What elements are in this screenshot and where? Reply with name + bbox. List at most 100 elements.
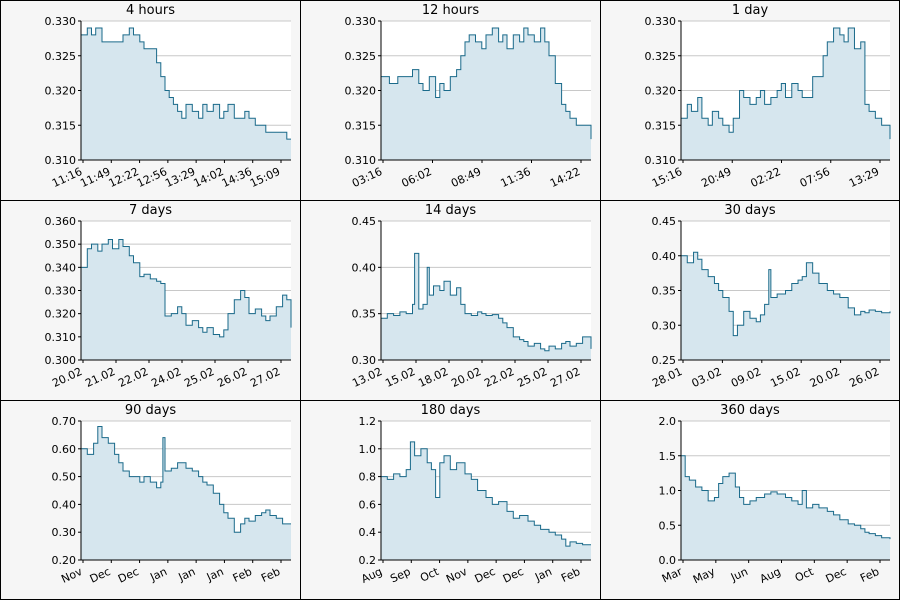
x-tick-label: Dec <box>473 565 498 586</box>
x-tick-label: 15:16 <box>650 165 684 190</box>
y-tick-label: 0.320 <box>645 85 677 98</box>
chart-panel: 360 days 2.0 1.5 1.0 0.5 0.0 Mar May Jun Aug Oct De… <box>600 400 900 600</box>
series-line <box>81 426 291 533</box>
chart-panel: 180 days 1.2 1.0 0.8 0.6 0.4 0.2 Aug Sep Oct Nov De… <box>300 400 601 600</box>
series-line <box>81 27 291 140</box>
chart-svg: 0.45 0.40 0.35 0.3013.0215.0218.0220.0222.0… <box>350 215 592 390</box>
x-tick-label: 06:02 <box>400 165 434 190</box>
y-tick-label: 0.50 <box>52 471 77 484</box>
x-tick-label: 22.02 <box>482 365 516 390</box>
x-tick-label: Aug <box>359 565 384 586</box>
series-line <box>81 239 292 338</box>
y-tick-label: 0.310 <box>645 154 677 167</box>
x-tick-label: 13.02 <box>350 365 384 390</box>
chart-title: 360 days <box>720 403 780 418</box>
chart-panel: 12 hours 0.330 0.325 0.320 0.315 0.310 03:16 06… <box>300 0 601 201</box>
x-tick-label: 26.02 <box>215 365 249 390</box>
y-tick-label: 0.35 <box>652 285 677 298</box>
y-tick-label: 0.320 <box>345 85 377 98</box>
series-line <box>381 252 592 352</box>
x-tick-label: 18.02 <box>416 365 450 390</box>
y-tick-label: 0.6 <box>359 498 377 511</box>
x-tick-label: 08:49 <box>449 165 483 190</box>
x-tick-label: 25.02 <box>182 365 216 390</box>
series-line <box>381 441 591 547</box>
y-tick-label: 0.40 <box>352 261 377 274</box>
y-tick-label: 0.330 <box>645 15 677 28</box>
x-tick-label: Jan <box>176 565 198 584</box>
x-tick-label: 03.02 <box>690 365 724 390</box>
y-tick-label: 2.0 <box>659 415 677 428</box>
x-tick-label: 07:56 <box>798 165 832 190</box>
x-tick-label: 28.01 <box>650 365 684 390</box>
y-tick-label: 0.350 <box>45 238 77 251</box>
x-tick-label: 02:22 <box>749 165 783 190</box>
chart-panel: 30 days 0.45 0.40 0.35 0.30 0.25 28.01 03.02 09.… <box>600 200 900 401</box>
y-tick-label: 0.20 <box>52 554 77 567</box>
x-tick-label: Jan <box>147 565 169 584</box>
x-tick-label: 09.02 <box>729 365 763 390</box>
y-tick-label: 0.320 <box>45 85 77 98</box>
x-tick-label: Dec <box>88 565 113 586</box>
y-tick-label: 0.300 <box>45 354 77 367</box>
chart-title: 1 day <box>731 3 769 18</box>
chart-title: 30 days <box>724 203 776 218</box>
x-tick-label: Nov <box>444 565 469 586</box>
y-tick-label: 0.315 <box>645 119 677 132</box>
x-tick-label: Sep <box>388 565 412 586</box>
y-tick-label: 0.360 <box>45 215 77 228</box>
y-tick-label: 0.0 <box>659 554 677 567</box>
x-tick-label: Aug <box>758 565 783 586</box>
chart-svg: 0.360 0.350 0.340 0.330 0.320 0.310 0.30020.02… <box>45 215 292 390</box>
series-line <box>681 27 891 140</box>
x-tick-label: Jun <box>728 565 750 584</box>
x-tick-label: 25.02 <box>515 365 549 390</box>
y-tick-label: 0.60 <box>52 443 77 456</box>
chart-panel: 1 day 0.330 0.325 0.320 0.315 0.310 15:16 20:49… <box>600 0 900 201</box>
x-tick-label: 27.02 <box>248 365 282 390</box>
y-tick-label: 1.0 <box>359 443 377 456</box>
y-tick-label: 0.2 <box>359 554 377 567</box>
x-tick-label: Jan <box>532 565 554 584</box>
y-tick-label: 0.35 <box>352 308 377 321</box>
x-tick-label: Feb <box>231 565 254 585</box>
y-tick-label: 0.30 <box>52 526 77 539</box>
x-tick-label: 27.02 <box>548 365 582 390</box>
y-tick-label: 0.330 <box>345 15 377 28</box>
x-tick-label: 22.02 <box>116 365 150 390</box>
x-tick-label: 15:09 <box>248 165 282 190</box>
x-tick-label: 11:36 <box>499 165 533 190</box>
y-tick-label: 0.70 <box>52 415 77 428</box>
y-tick-label: 1.5 <box>659 450 677 463</box>
x-tick-label: Feb <box>559 565 582 585</box>
y-tick-label: 0.325 <box>345 50 377 63</box>
x-tick-label: Mar <box>660 565 685 586</box>
chart-panel: 14 days 0.45 0.40 0.35 0.30 13.02 15.02 18.02 20… <box>300 200 601 401</box>
x-tick-label: 15.02 <box>383 365 417 390</box>
y-tick-label: 0.325 <box>45 50 77 63</box>
y-tick-label: 1.0 <box>659 485 677 498</box>
y-tick-label: 0.315 <box>345 119 377 132</box>
y-tick-label: 0.330 <box>45 15 77 28</box>
y-tick-label: 0.25 <box>652 354 677 367</box>
chart-title: 14 days <box>424 203 477 218</box>
series-line <box>381 27 592 140</box>
y-tick-label: 0.320 <box>45 308 77 321</box>
y-tick-label: 0.45 <box>352 215 377 228</box>
x-tick-label: Jan <box>204 565 226 584</box>
x-tick-label: Dec <box>824 565 849 586</box>
x-tick-label: Nov <box>59 565 84 586</box>
x-tick-label: 20.02 <box>808 365 842 390</box>
y-tick-label: 0.40 <box>652 250 677 263</box>
y-tick-label: 0.30 <box>352 354 377 367</box>
x-tick-label: Oct <box>418 565 441 585</box>
x-tick-label: 13:29 <box>847 165 881 190</box>
y-tick-label: 0.5 <box>659 519 677 532</box>
chart-panel: 7 days 0.360 0.350 0.340 0.330 0.320 0.310 0.30… <box>0 200 301 401</box>
chart-svg: 0.3300.3250.3200.3150.31011:1611:4912:22… <box>45 15 291 190</box>
chart-title: 12 hours <box>421 3 480 18</box>
